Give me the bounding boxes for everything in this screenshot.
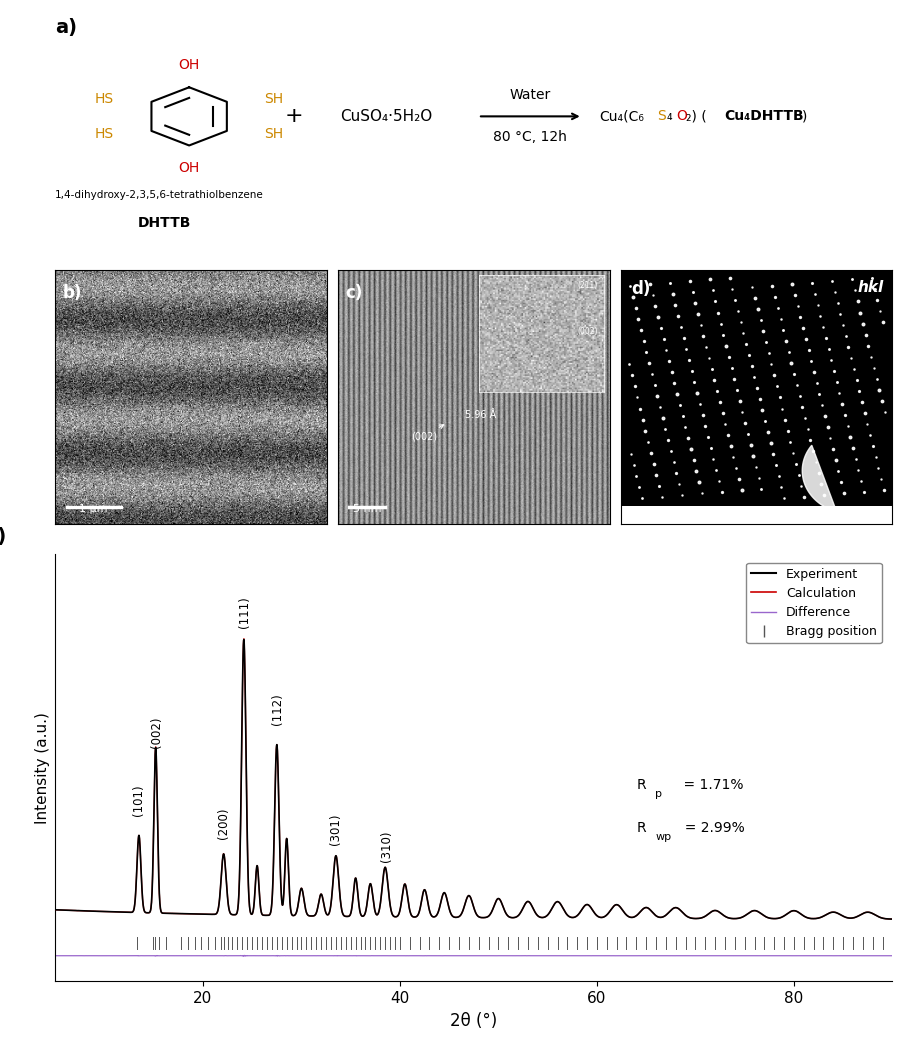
Text: (002): (002): [150, 716, 163, 748]
Text: R: R: [636, 821, 646, 834]
Text: = 2.99%: = 2.99%: [675, 821, 743, 834]
Text: R: R: [636, 778, 646, 791]
Text: p: p: [654, 789, 662, 800]
Text: HS: HS: [95, 126, 114, 141]
Text: (111): (111): [237, 596, 251, 628]
Text: DHTTB: DHTTB: [137, 216, 190, 230]
Legend: Experiment, Calculation, Difference, Bragg position: Experiment, Calculation, Difference, Bra…: [745, 563, 881, 643]
Text: (200): (200): [217, 807, 230, 839]
Text: Cu₄(C₆: Cu₄(C₆: [599, 110, 643, 123]
Text: 1,4-dihydroxy-2,3,5,6-tetrathiolbenzene: 1,4-dihydroxy-2,3,5,6-tetrathiolbenzene: [55, 190, 264, 199]
Text: ₂) (: ₂) (: [686, 110, 706, 123]
Text: wp: wp: [654, 832, 671, 841]
X-axis label: 2θ (°): 2θ (°): [449, 1012, 497, 1029]
Text: (310): (310): [380, 830, 392, 861]
Text: b): b): [62, 284, 82, 302]
Text: = 1.71%: = 1.71%: [664, 778, 743, 791]
Text: (002): (002): [411, 425, 443, 442]
Y-axis label: Intensity (a.u.): Intensity (a.u.): [35, 712, 50, 824]
Polygon shape: [801, 445, 835, 512]
Text: d): d): [630, 280, 650, 298]
Text: 5.96 Å: 5.96 Å: [465, 410, 496, 420]
Text: SH: SH: [265, 126, 283, 141]
Text: +: +: [284, 106, 302, 126]
Text: 1 μm: 1 μm: [79, 504, 108, 515]
Text: ): ): [800, 110, 806, 123]
Text: OH: OH: [178, 161, 199, 175]
Text: (112): (112): [271, 693, 284, 725]
Text: ₄: ₄: [666, 110, 672, 123]
Text: (301): (301): [329, 813, 342, 845]
Text: 5 nm: 5 nm: [353, 504, 381, 515]
Text: hkl: hkl: [857, 280, 883, 294]
Text: (101): (101): [132, 784, 145, 816]
Text: 80 °C, 12h: 80 °C, 12h: [493, 130, 566, 144]
Text: O: O: [675, 110, 686, 123]
Text: OH: OH: [178, 57, 199, 72]
Text: HS: HS: [95, 92, 114, 106]
Text: Water: Water: [509, 89, 550, 102]
Text: Cu₄DHTTB: Cu₄DHTTB: [724, 110, 803, 123]
Text: CuSO₄·5H₂O: CuSO₄·5H₂O: [339, 109, 432, 124]
Text: S: S: [656, 110, 665, 123]
Text: SH: SH: [265, 92, 283, 106]
Text: c): c): [346, 284, 363, 302]
Text: a): a): [55, 19, 77, 38]
Text: e): e): [0, 526, 6, 546]
